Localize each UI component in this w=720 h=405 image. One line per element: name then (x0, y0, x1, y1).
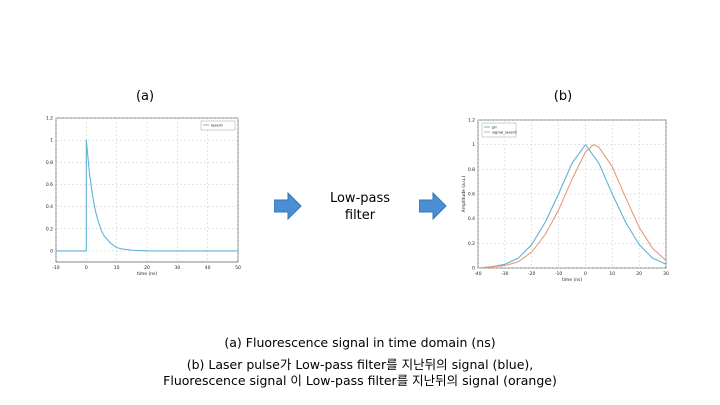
x-tick-label: 20 (636, 271, 642, 277)
x-tick-label: -10 (555, 271, 562, 277)
x-tick-label: -30 (501, 271, 508, 277)
right-arrow-icon (419, 192, 447, 220)
y-tick-label: 1.2 (468, 118, 475, 124)
x-tick-label: 0 (584, 271, 587, 277)
chart-a: -10 0 10 20 30 40 50 0 0.2 0.4 0.6 0.8 1 1.2 time (ns)… (46, 116, 241, 277)
x-tick-label: 50 (235, 265, 241, 271)
x-axis-label: time (ns) (562, 277, 583, 283)
legend-box (200, 120, 236, 131)
x-tick-label: 0 (85, 265, 88, 271)
x-tick-label: 30 (174, 265, 180, 271)
series-line-pll (477, 144, 667, 269)
y-axis-label: Amplitude (a.u.) (461, 176, 467, 213)
legend-entry: laser0 (211, 122, 223, 127)
y-tick-label: 0.8 (468, 167, 475, 173)
filter-label-line2: filter (344, 208, 376, 223)
y-tick-label: 1.2 (46, 116, 53, 122)
caption: (a) Fluorescence signal in time domain (… (0, 335, 720, 389)
caption-line-3: Fluorescence signal 이 Low-pass filter를 지… (163, 373, 557, 388)
x-tick-label: 20 (144, 265, 150, 271)
y-tick-label: 1 (472, 142, 475, 148)
x-axis-label: time (ns) (137, 271, 158, 276)
low-pass-filter-label: Low-pass filter (320, 190, 400, 224)
caption-line-2: (b) Laser pulse가 Low-pass filter를 지난뒤의 s… (186, 357, 534, 372)
y-tick-label: 0.2 (46, 226, 53, 232)
x-tick-label: 40 (205, 265, 211, 271)
series-line-signal_laser0 (477, 144, 667, 269)
y-tick-label: 0.8 (46, 160, 53, 166)
panel-a-label: (a) (135, 89, 155, 104)
x-tick-label: -10 (52, 265, 59, 271)
chart-b: -40 -30 -20 -10 0 10 20 30 0 0.2 0.4 0.6 0.8 1 1.2 time… (461, 118, 669, 284)
y-tick-label: 0 (472, 266, 475, 272)
x-tick-label: 10 (609, 271, 615, 277)
legend-box (481, 122, 517, 138)
y-tick-label: 0.6 (46, 182, 53, 188)
y-tick-label: 0.2 (468, 241, 475, 247)
x-tick-label: 10 (114, 265, 120, 271)
legend-entry: signal_laser0 (492, 129, 517, 134)
y-tick-label: 0.4 (46, 204, 53, 210)
x-tick-label: 30 (663, 271, 669, 277)
right-arrow-icon (274, 192, 302, 220)
panel-b-label: (b) (553, 89, 573, 104)
caption-line-1: (a) Fluorescence signal in time domain (… (224, 335, 496, 350)
y-tick-label: 0 (50, 248, 53, 254)
legend-entry: pll (492, 124, 497, 129)
x-tick-label: -40 (474, 271, 481, 277)
filter-label-line1: Low-pass (329, 191, 391, 206)
y-tick-label: 0.4 (468, 216, 475, 222)
y-tick-label: 1 (50, 138, 53, 144)
x-tick-label: -20 (528, 271, 535, 277)
series-line-laser0 (56, 139, 238, 252)
y-tick-label: 0.6 (468, 192, 475, 198)
